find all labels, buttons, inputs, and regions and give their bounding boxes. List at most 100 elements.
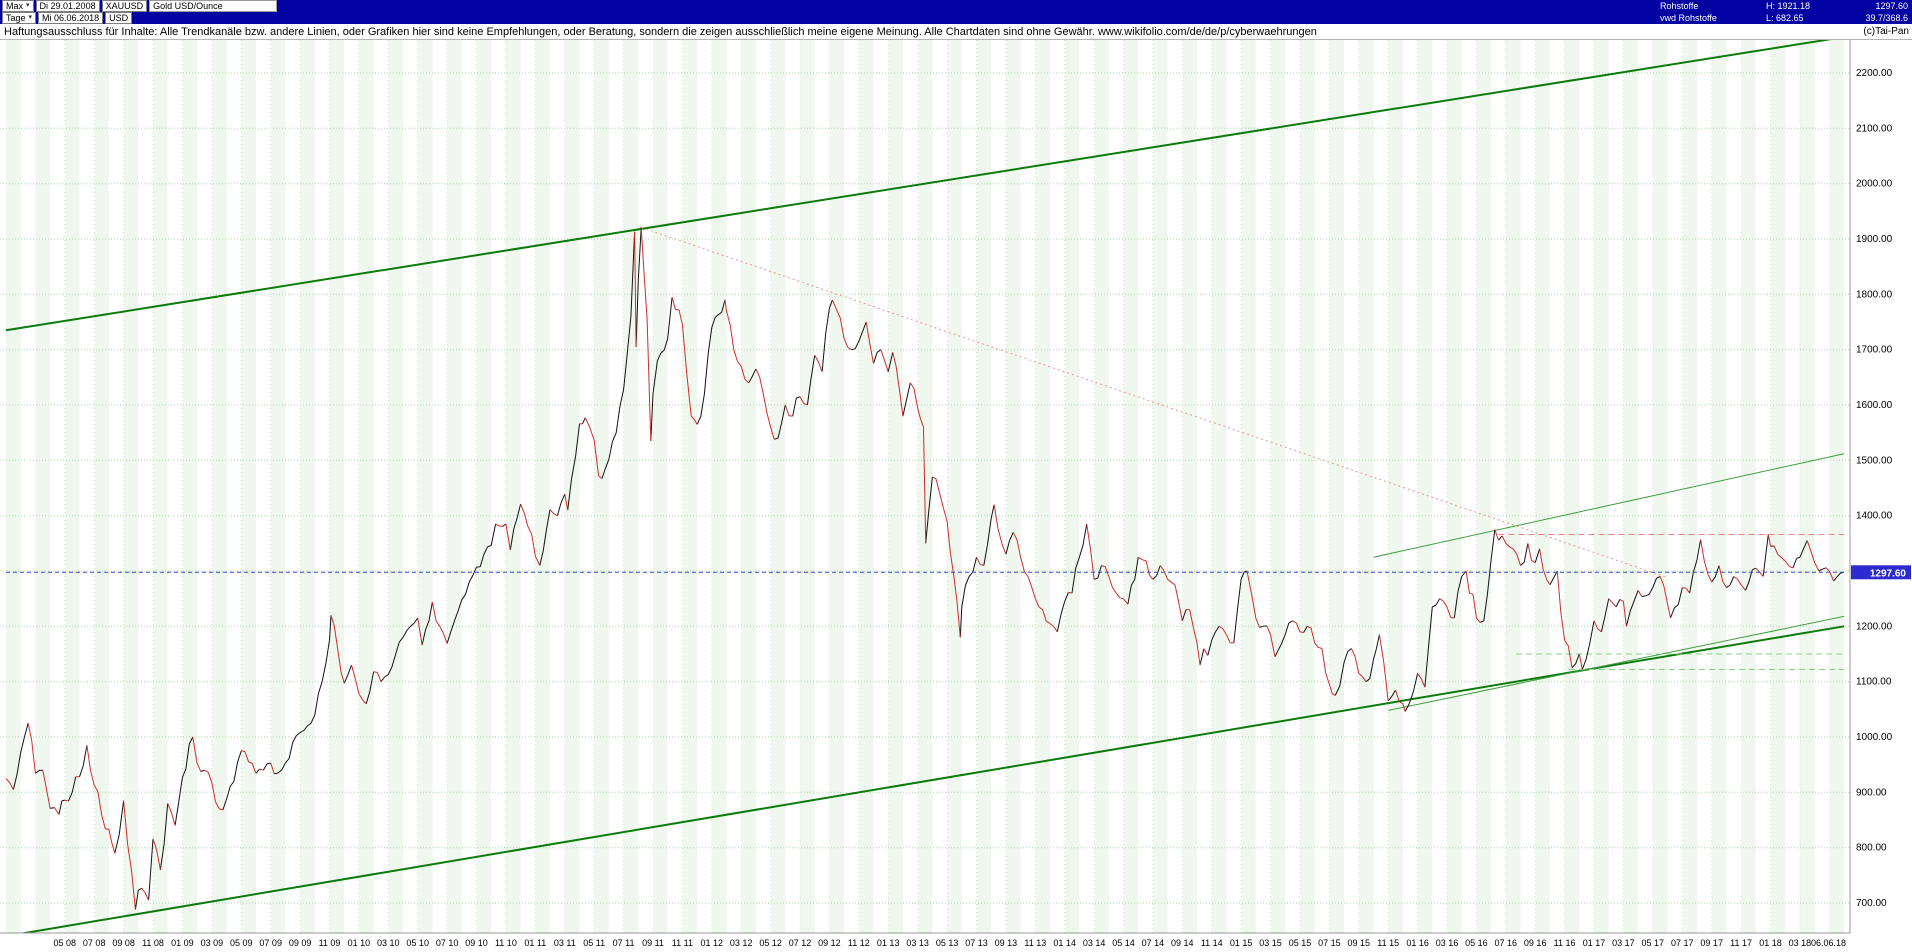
x-axis-label: 07 08: [83, 938, 106, 948]
x-axis-label: 03 13: [906, 938, 929, 948]
disclaimer-bar: Haftungsausschluss für Inhalte: Alle Tre…: [0, 24, 1912, 40]
x-axis-label: 01 13: [877, 938, 900, 948]
x-axis-label: 01 09: [171, 938, 194, 948]
x-axis-label: 07 09: [259, 938, 282, 948]
price-marker-label: 1297.60: [1870, 568, 1907, 579]
x-axis-label: 01 15: [1230, 938, 1253, 948]
x-axis-label: 03 18: [1789, 938, 1812, 948]
x-axis-label: 03 14: [1083, 938, 1106, 948]
x-axis-label: 03 12: [730, 938, 753, 948]
y-axis-label: 700.00: [1856, 898, 1887, 909]
start-date-field[interactable]: Di 29.01.2008: [35, 0, 100, 12]
x-axis-label: 09 12: [818, 938, 841, 948]
y-axis-label: 2100.00: [1856, 123, 1893, 134]
period-low-label: L: 682.65: [1766, 13, 1804, 23]
x-axis-label: 09 16: [1524, 938, 1547, 948]
x-axis-label: 01 14: [1053, 938, 1076, 948]
currency-field[interactable]: USD: [105, 12, 133, 24]
x-axis-label: 11 14: [1201, 938, 1223, 948]
x-axis-label: 01 18: [1759, 938, 1782, 948]
x-axis-label: 05 09: [230, 938, 253, 948]
downtrend-from-2011-peak-line[interactable]: [641, 226, 1668, 579]
price-series-up: [12, 227, 1845, 910]
period-select[interactable]: Tage ▾: [2, 12, 37, 24]
x-axis-label: 05 14: [1112, 938, 1135, 948]
x-axis-label: 07 10: [436, 938, 459, 948]
x-axis-label: 01 16: [1406, 938, 1429, 948]
range-select-label: Max: [6, 1, 24, 11]
x-axis-label: 11 16: [1554, 938, 1576, 948]
x-axis-label: 05 17: [1642, 938, 1665, 948]
price-series-down: [5, 227, 1835, 910]
x-axis-label: 11 10: [495, 938, 517, 948]
header-row-2: Tage ▾ Mi 06.06.2018 USD vwd Rohstoffe L…: [0, 12, 1912, 24]
symbol-field[interactable]: XAUUSD: [101, 0, 148, 12]
x-axis-label: 05 16: [1465, 938, 1488, 948]
x-axis-label: 01 17: [1583, 938, 1606, 948]
category-label: Rohstoffe: [1660, 1, 1699, 11]
x-axis-label: 09 14: [1171, 938, 1194, 948]
x-axis-label: 09 11: [642, 938, 664, 948]
x-axis-label: 03 10: [377, 938, 400, 948]
x-axis-label: 07 14: [1142, 938, 1165, 948]
x-axis-label: 11 11: [672, 938, 693, 948]
copyright-label: (c)Tai-Pan: [1863, 26, 1909, 37]
header-bar: Max ▾ Di 29.01.2008 XAUUSD Gold USD/Ounc…: [0, 0, 1912, 40]
chevron-down-icon: ▾: [26, 2, 30, 9]
x-axis-label: 05 08: [54, 938, 77, 948]
y-axis-label: 1600.00: [1856, 400, 1893, 411]
y-axis-label: 1700.00: [1856, 345, 1893, 356]
price-chart[interactable]: 2200.00 2100.00 2000.00 1900.00 1800.00 1700.…: [0, 40, 1912, 952]
x-axis-label: 11 09: [319, 938, 341, 948]
x-axis-label: 11 13: [1024, 938, 1046, 948]
y-axis-label: 1500.00: [1856, 455, 1893, 466]
x-axis-label: 05 15: [1289, 938, 1312, 948]
x-axis-label: 05 13: [936, 938, 959, 948]
x-axis-label: 07 11: [613, 938, 635, 948]
header-row-1: Max ▾ Di 29.01.2008 XAUUSD Gold USD/Ounc…: [0, 0, 1912, 12]
rising-resistance-line[interactable]: [1373, 453, 1845, 558]
x-axis-label: 03 11: [554, 938, 576, 948]
x-axis-label: 03 17: [1612, 938, 1635, 948]
x-axis-label: 03 15: [1259, 938, 1282, 948]
last-price-label: 1297.60: [1875, 1, 1908, 11]
channel-lower-line[interactable]: [6, 625, 1845, 936]
background-stripes: [6, 40, 1844, 933]
x-axis-label: 07 17: [1671, 938, 1694, 948]
x-axis-label: 11 08: [142, 938, 164, 948]
rising-support-line[interactable]: [1388, 615, 1845, 711]
x-axis-label: 05 10: [406, 938, 429, 948]
x-axis-label: 07 12: [789, 938, 812, 948]
x-axis-label: 07 15: [1318, 938, 1341, 948]
x-axis-label: 11 12: [848, 938, 870, 948]
x-axis-label: 01 11: [524, 938, 546, 948]
period-high-label: H: 1921.18: [1766, 1, 1811, 11]
plot-area[interactable]: [0, 40, 1850, 936]
x-axis-label: 07 16: [1495, 938, 1518, 948]
range-select[interactable]: Max ▾: [2, 0, 34, 12]
y-axis-label: 2000.00: [1856, 179, 1893, 190]
y-axis-label: 2200.00: [1856, 68, 1893, 79]
x-axis-label: 07 13: [965, 938, 988, 948]
y-axis-label: 900.00: [1856, 787, 1887, 798]
x-axis-label: 11 17: [1730, 938, 1752, 948]
period-select-label: Tage: [6, 13, 26, 23]
x-axis: 05 08 07 08 09 08 11 08 01 09 03 09 05 09 07 09…: [0, 932, 1850, 952]
change-info-label: 39.7/368.6: [1865, 13, 1908, 23]
chart-canvas[interactable]: 2200.00 2100.00 2000.00 1900.00 1800.00 1700.…: [0, 40, 1912, 952]
price-marker: [1851, 565, 1911, 580]
y-axis-label: 1100.00: [1856, 677, 1892, 688]
x-axis-label: 09 15: [1348, 938, 1371, 948]
channel-upper-line[interactable]: [5, 40, 1844, 332]
y-axis-label: 1400.00: [1856, 511, 1893, 522]
last-date-label: 06.06.18: [1811, 938, 1846, 948]
x-axis-label: 09 13: [995, 938, 1018, 948]
x-axis-label: 01 12: [701, 938, 724, 948]
y-axis-label: 1800.00: [1856, 289, 1893, 300]
x-axis-label: 11 15: [1377, 938, 1399, 948]
end-date-field[interactable]: Mi 06.06.2018: [38, 12, 104, 24]
data-source-label: vwd Rohstoffe: [1660, 13, 1717, 23]
instrument-name-label: Gold USD/Ounce: [149, 0, 278, 12]
x-axis-label: 05 11: [583, 938, 605, 948]
